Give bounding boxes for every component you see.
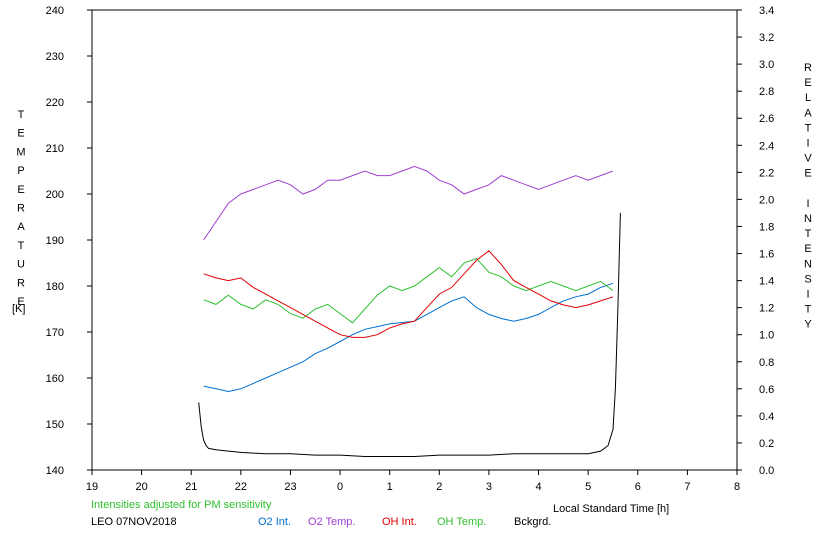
- x-axis: 19 20 21 22 23 0 1 2 3 4 5 6 7 8: [86, 470, 740, 493]
- right-y-tick-label: 1.4: [759, 276, 774, 288]
- right-y-axis-title-letter: T: [805, 228, 812, 240]
- right-y-tick-label: 3.4: [759, 5, 774, 17]
- right-y-tick-label: 1.8: [759, 221, 774, 233]
- series-bckgrd-line: [198, 212, 621, 457]
- left-y-axis-title-letter: P: [17, 165, 24, 177]
- right-y-tick-label: 3.0: [759, 59, 774, 71]
- left-y-axis-title-letter: R: [17, 277, 25, 289]
- right-y-axis-title-letter: E: [804, 168, 811, 180]
- legend-entry-oh-temp: OH Temp.: [437, 516, 486, 528]
- sensitivity-note: Intensities adjusted for PM sensitivity: [91, 499, 272, 511]
- right-y-tick-label: 0.0: [759, 465, 774, 477]
- right-y-tick-label: 0.6: [759, 384, 774, 396]
- left-y-axis-title-letter: E: [17, 296, 24, 308]
- right-y-tick-label: 2.0: [759, 194, 774, 206]
- right-y-tick-label: 0.8: [759, 357, 774, 369]
- right-y-axis-title-letter: E: [804, 77, 811, 89]
- x-tick-label: 21: [185, 481, 197, 493]
- series-oh-temp-line: [203, 257, 614, 324]
- x-tick-label: 2: [436, 481, 442, 493]
- left-y-axis-title-letter: U: [17, 259, 25, 271]
- left-y-tick-label: 140: [46, 465, 64, 477]
- x-tick-label: 4: [535, 481, 541, 493]
- right-y-axis-title-letter: Y: [804, 319, 812, 331]
- x-tick-label: 19: [86, 481, 98, 493]
- legend-entry-o2-int: O2 Int.: [258, 516, 291, 528]
- left-y-tick-label: 200: [46, 189, 64, 201]
- left-y-tick-label: 150: [46, 419, 64, 431]
- right-y-axis-title-letter: S: [804, 273, 811, 285]
- legend-entry-o2-temp: O2 Temp.: [308, 516, 356, 528]
- right-y-tick-label: 2.2: [759, 167, 774, 179]
- x-tick-label: 6: [635, 481, 641, 493]
- left-y-axis-title-letter: T: [18, 109, 25, 121]
- legend-entry-bckgrd: Bckgrd.: [514, 516, 551, 528]
- right-y-tick-label: 2.6: [759, 113, 774, 125]
- plot-area: [91, 9, 738, 471]
- left-y-axis-title-letter: E: [17, 128, 24, 140]
- right-y-axis-title-letter: R: [804, 62, 812, 74]
- right-y-tick-label: 2.8: [759, 86, 774, 98]
- right-y-tick-label: 1.0: [759, 330, 774, 342]
- series-oh-int-line: [203, 250, 614, 338]
- x-tick-label: 5: [585, 481, 591, 493]
- x-tick-label: 8: [734, 481, 740, 493]
- left-y-tick-label: 170: [46, 327, 64, 339]
- series-o2-temp-line: [203, 165, 614, 241]
- right-y-axis-title-letter: T: [805, 122, 812, 134]
- right-y-axis-title-letter: N: [804, 213, 812, 225]
- left-y-tick-label: 210: [46, 143, 64, 155]
- right-y-tick-label: 1.2: [759, 303, 774, 315]
- x-tick-label: 23: [284, 481, 296, 493]
- left-y-tick-label: 220: [46, 97, 64, 109]
- right-y-axis-title-letter: I: [806, 138, 809, 150]
- left-y-tick-label: 240: [46, 5, 64, 17]
- series-o2-int-line: [203, 282, 614, 393]
- plot-frame: [91, 9, 738, 471]
- right-y-tick-label: 0.4: [759, 411, 774, 423]
- left-y-axis-title-letter: M: [16, 146, 25, 158]
- x-tick-label: 0: [337, 481, 343, 493]
- right-y-axis-title-letter: L: [805, 92, 811, 104]
- legend-entry-oh-int: OH Int.: [382, 516, 417, 528]
- left-y-axis-title-letter: A: [17, 221, 25, 233]
- x-axis-title: Local Standard Time [h]: [553, 503, 669, 515]
- right-y-tick-label: 1.6: [759, 249, 774, 261]
- left-y-tick-label: 160: [46, 373, 64, 385]
- left-y-tick-label: 180: [46, 281, 64, 293]
- series-layer: [198, 165, 621, 457]
- x-tick-label: 3: [486, 481, 492, 493]
- x-tick-label: 1: [387, 481, 393, 493]
- right-y-axis-title-letter: V: [804, 153, 812, 165]
- left-y-axis-unit: [K]: [12, 303, 25, 315]
- x-tick-label: 7: [684, 481, 690, 493]
- right-y-tick-label: 3.2: [759, 32, 774, 44]
- right-y-axis-title-letter: I: [806, 289, 809, 301]
- right-y-axis-title-letter: N: [804, 258, 812, 270]
- left-y-tick-label: 230: [46, 51, 64, 63]
- right-y-axis-title-letter: E: [804, 243, 811, 255]
- left-y-axis-title-letter: T: [18, 240, 25, 252]
- right-y-axis-title-letter: I: [806, 198, 809, 210]
- left-y-axis: 140 150 160 170 180 190 200 210 220 230 240: [46, 5, 92, 477]
- right-y-axis-title-letter: T: [805, 304, 812, 316]
- legend: O2 Int. O2 Temp. OH Int. OH Temp. Bckgrd.: [258, 516, 551, 528]
- right-y-axis: 0.0 0.2 0.4 0.6 0.8 1.0 1.2 1.4 1.6 1.8 2.0 2.2 2.4 2…: [737, 5, 774, 477]
- left-y-axis-title-letter: R: [17, 203, 25, 215]
- right-y-tick-label: 2.4: [759, 140, 774, 152]
- right-y-axis-title-letter: A: [804, 107, 812, 119]
- left-y-axis-title-letter: E: [17, 184, 24, 196]
- right-y-tick-label: 0.2: [759, 438, 774, 450]
- left-y-tick-label: 190: [46, 235, 64, 247]
- x-tick-label: 22: [235, 481, 247, 493]
- station-date-label: LEO 07NOV2018: [91, 516, 177, 528]
- x-tick-label: 20: [135, 481, 147, 493]
